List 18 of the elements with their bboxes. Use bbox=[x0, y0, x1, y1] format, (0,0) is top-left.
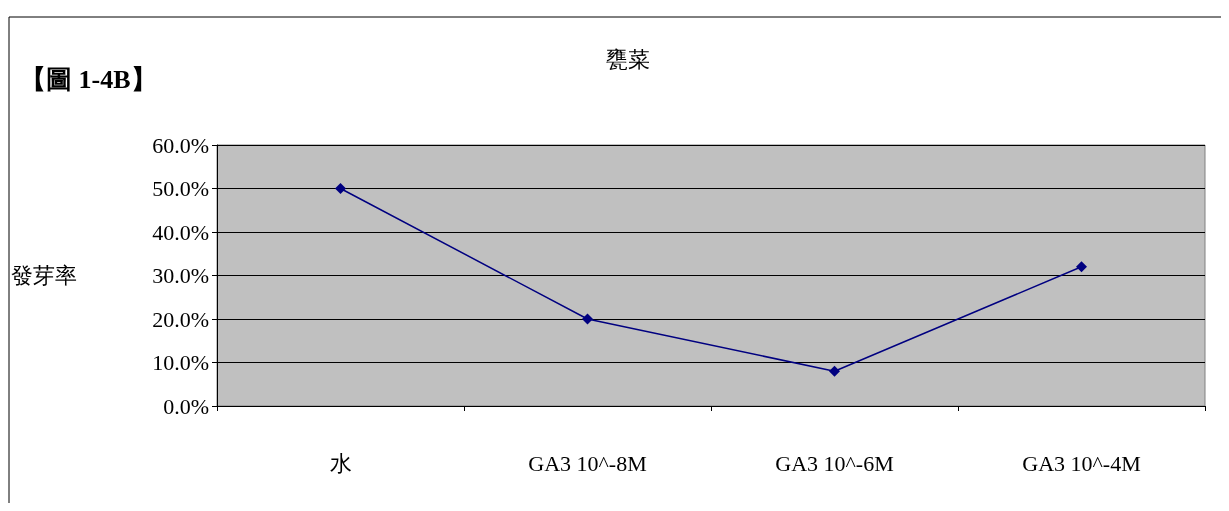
point bbox=[829, 365, 840, 377]
y-tick-label: 30.0% bbox=[152, 263, 209, 288]
y-tick-label: 0.0% bbox=[163, 393, 209, 419]
y-tick-label: 60.0% bbox=[152, 132, 209, 158]
x-tick-label: 水 bbox=[329, 450, 352, 476]
x-tick-label: GA3 10^-4M bbox=[1022, 450, 1141, 476]
y-tick-label: 50.0% bbox=[152, 176, 209, 201]
chart-title: 甕菜 bbox=[606, 46, 650, 72]
y-tick-label: 40.0% bbox=[152, 219, 209, 245]
y-axis-title: 發芽率 bbox=[11, 263, 77, 288]
x-tick-label: GA3 10^-6M bbox=[775, 450, 894, 476]
y-tick-label: 20.0% bbox=[152, 306, 209, 332]
text: 【圖 1-4B】 bbox=[20, 64, 157, 94]
point bbox=[1076, 261, 1087, 273]
point bbox=[335, 183, 346, 194]
x-tick-label: GA3 10^-8M bbox=[528, 450, 647, 476]
point bbox=[582, 313, 593, 325]
y-tick-label: 10.0% bbox=[152, 350, 209, 375]
